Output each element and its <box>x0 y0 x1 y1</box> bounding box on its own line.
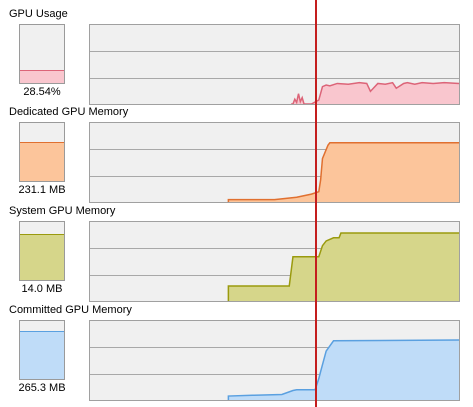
usage-area <box>228 233 459 301</box>
meter-value: 265.3 MB <box>18 382 66 394</box>
gpu-usage-section: GPU Usage 28.54% <box>0 7 473 106</box>
meter-value: 14.0 MB <box>21 283 63 295</box>
dedicated-gpu-memory-section: Dedicated GPU Memory 231.1 MB <box>0 105 473 204</box>
usage-line <box>291 81 459 104</box>
usage-area <box>228 142 459 202</box>
usage-area <box>291 82 459 104</box>
usage-area <box>228 339 459 400</box>
usage-line <box>227 142 459 202</box>
meter-value: 231.1 MB <box>18 184 66 196</box>
time-cursor-line[interactable] <box>315 0 317 407</box>
usage-meter <box>19 122 65 182</box>
meter-fill <box>20 233 64 280</box>
meter-fill <box>20 141 64 181</box>
history-graph <box>89 122 460 203</box>
meter-fill <box>20 70 64 83</box>
usage-meter <box>19 24 65 84</box>
system-gpu-memory-section: System GPU Memory 14.0 MB <box>0 204 473 303</box>
section-title: Dedicated GPU Memory <box>9 106 129 118</box>
section-title: GPU Usage <box>9 8 68 20</box>
graph-svg <box>90 232 459 301</box>
graph-svg <box>90 339 459 400</box>
graph-svg <box>90 142 459 202</box>
committed-gpu-memory-section: Committed GPU Memory 265.3 MB <box>0 303 473 402</box>
usage-meter <box>19 320 65 380</box>
meter-value: 28.54% <box>23 86 61 98</box>
history-graph <box>89 221 460 302</box>
usage-line <box>227 339 459 400</box>
usage-meter <box>19 221 65 281</box>
section-title: Committed GPU Memory <box>9 304 132 316</box>
meter-fill <box>20 331 64 379</box>
usage-line <box>227 232 459 301</box>
history-graph <box>89 320 460 401</box>
graph-svg <box>90 51 459 104</box>
history-graph <box>89 24 460 105</box>
section-title: System GPU Memory <box>9 205 116 217</box>
